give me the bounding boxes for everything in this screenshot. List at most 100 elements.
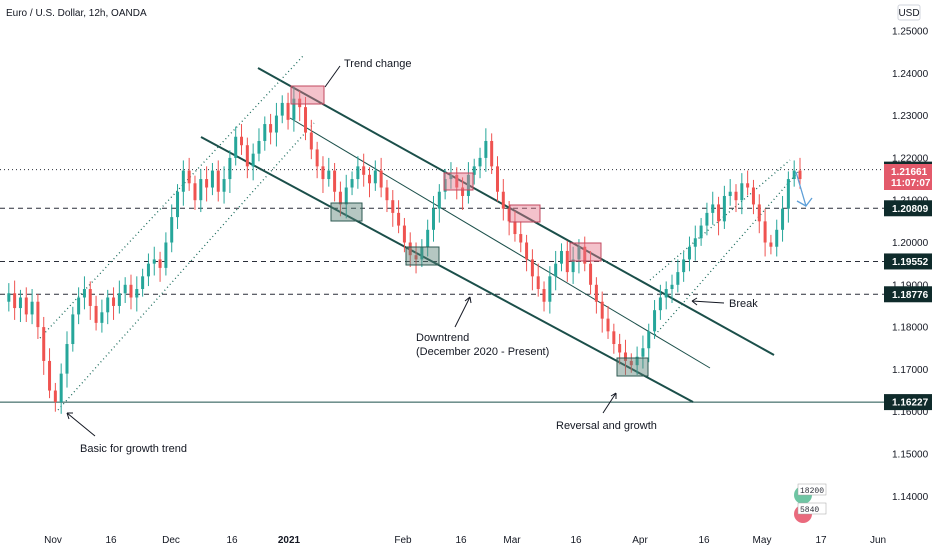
candle-body (717, 204, 721, 222)
candle-body (740, 183, 744, 201)
box-support-2[interactable] (405, 246, 440, 266)
current-price-badge: 1.21661 11:07:07 (884, 164, 932, 190)
candle-body (106, 297, 110, 313)
usd-button-label: USD (898, 8, 919, 19)
candle-body (112, 297, 116, 306)
box-trend-change[interactable] (290, 85, 325, 105)
annotation-downtrend-period: (December 2020 - Present) (416, 346, 549, 358)
arrow-basic-growth (66, 412, 96, 437)
candle-body (135, 289, 139, 298)
candle-body (443, 179, 447, 192)
arrow-reversal (602, 392, 617, 414)
x-tick-label: 16 (698, 535, 710, 546)
x-tick-label: 16 (226, 535, 238, 546)
tradingview-logo-icon: 18200 5840 (794, 483, 827, 523)
candle-body (286, 102, 290, 120)
x-tick-label: Mar (503, 535, 521, 546)
candle-body (414, 255, 418, 260)
candle-body (94, 305, 98, 323)
x-tick-label: Apr (632, 535, 648, 546)
price-axis-panel[interactable] (884, 0, 932, 550)
x-tick-label: 17 (815, 535, 827, 546)
horizontal-levels (0, 169, 884, 403)
candle-body (228, 157, 232, 180)
x-axis-ticks: Nov 16 Dec 16 2021 Feb 16 Mar 16 Apr 16 May 17 Jun (44, 535, 886, 546)
candle-body (565, 250, 569, 273)
candle-body (280, 102, 284, 116)
candle-body (152, 259, 156, 264)
candle-body (117, 293, 121, 306)
candle-body (600, 301, 604, 319)
candle-body (13, 293, 17, 309)
y-tick-label: 1.14000 (892, 492, 929, 503)
x-tick-label: 16 (105, 535, 117, 546)
candle-body (402, 225, 406, 243)
y-tick-label: 1.17000 (892, 365, 929, 376)
candle-body (728, 191, 732, 196)
candle-body (362, 166, 366, 175)
candle-body (775, 229, 779, 247)
candle-body (606, 318, 610, 332)
y-tick-label: 1.23000 (892, 111, 929, 122)
y-tick-label: 1.22000 (892, 153, 929, 164)
candle-body (53, 390, 57, 402)
candle-body (18, 297, 22, 309)
x-tick-label: Dec (162, 535, 180, 546)
candle-body (164, 242, 168, 268)
box-resistance-2[interactable] (509, 204, 541, 223)
candle-body (65, 344, 69, 374)
candle-body (751, 187, 755, 205)
candle-body (548, 276, 552, 302)
candle-body (757, 204, 761, 222)
box-support-1[interactable] (330, 202, 363, 222)
candle-body (687, 246, 691, 260)
level-badge-value: 1.19552 (892, 257, 929, 268)
candle-body (129, 284, 133, 298)
symbol-title[interactable]: Euro / U.S. Dollar, 12h, OANDA (6, 8, 147, 19)
arrow-break (691, 300, 725, 304)
candle-body (525, 242, 529, 260)
candle-body (519, 234, 523, 243)
candle-body (583, 246, 587, 264)
candle-body (420, 246, 424, 260)
usd-button[interactable]: USD (897, 4, 921, 21)
recovery-channel-lower (654, 171, 799, 336)
candle-body (513, 221, 517, 235)
y-tick-label: 1.20000 (892, 238, 929, 249)
candle-body (205, 179, 209, 188)
box-resistance-3[interactable] (569, 242, 602, 262)
level-badge-value: 1.18776 (892, 290, 929, 301)
candle-body (397, 212, 401, 226)
candle-body (798, 170, 802, 180)
candle-body (298, 98, 302, 108)
box-resistance-1[interactable] (443, 172, 474, 191)
uptrend-channel-lower (57, 122, 315, 411)
candle-body (210, 170, 214, 188)
candle-body (7, 293, 11, 302)
candle-body (245, 145, 249, 167)
candle-body (234, 136, 238, 158)
candle-body (461, 187, 465, 196)
logo-digits-top: 18200 (800, 487, 824, 496)
arrow-trend-change (324, 65, 341, 88)
x-tick-label: 16 (455, 535, 467, 546)
arrowhead-break (691, 297, 698, 306)
candle-body (559, 250, 563, 264)
candle-body (495, 166, 499, 192)
y-tick-label: 1.24000 (892, 69, 929, 80)
candle-body (257, 140, 261, 154)
candle-body (763, 221, 767, 243)
x-tick-label: 16 (570, 535, 582, 546)
candle-body (263, 124, 267, 141)
candle-body (391, 200, 395, 213)
candle-body (338, 191, 342, 205)
candle-body (670, 284, 674, 290)
candle-body (146, 263, 150, 277)
x-tick-label: Nov (44, 535, 62, 546)
candle-body (431, 208, 435, 230)
candle-body (408, 242, 412, 256)
candle-body (705, 212, 709, 226)
box-support-3[interactable] (616, 357, 649, 377)
arrowhead-reversal (610, 392, 617, 399)
